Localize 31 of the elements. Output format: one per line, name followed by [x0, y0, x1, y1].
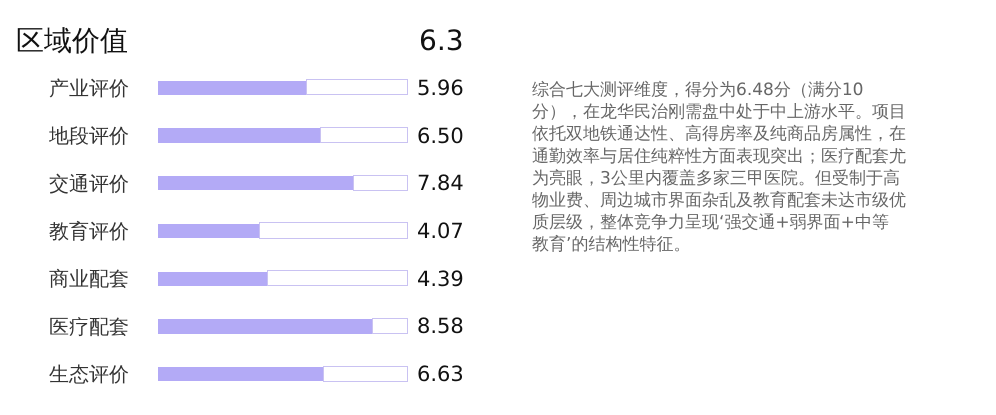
bar	[267, 270, 408, 286]
y-tick-label: 教育评价	[49, 219, 129, 243]
data-label: 8.58	[417, 314, 464, 338]
bar	[320, 127, 408, 143]
bar	[259, 222, 408, 239]
y-tick-label: 商业配套	[49, 266, 129, 291]
data-label: 5.96	[417, 76, 464, 100]
y-tick-label: 地段评价	[48, 124, 129, 148]
data-label: 7.84	[417, 171, 464, 195]
y-tick-label: 交通评价	[49, 171, 129, 196]
data-label: 6.50	[417, 124, 464, 148]
bar	[158, 224, 260, 238]
bar	[158, 81, 307, 95]
bar	[158, 272, 268, 286]
text: 6.3	[419, 24, 464, 57]
bar	[372, 318, 408, 334]
text: 综合七大测评维度，得分为6.48分（满分10分），在龙华民治刚需盘中处于中上游水平。项目依托双地铁通达性、高得房率及纯商品房属性，在通勤效率与居住纯粹性方面表现突出；医疗配套尤为亮眼，3公里内覆盖多家三甲医院。但受制于高物业费、周边城市界面杂乱及教育配套未达市级优质层级，整体竞争力呈现‘强交通+弱界面+中等教育’的结构性特征。	[532, 80, 906, 255]
y-tick-label: 生态评价	[49, 362, 129, 386]
y-tick-label: 医疗配套	[49, 314, 129, 338]
bar	[158, 176, 354, 190]
bar	[158, 319, 373, 334]
y-tick-label: 产业评价	[49, 76, 129, 100]
data-label: 4.39	[417, 267, 464, 291]
data-label: 4.07	[417, 219, 464, 243]
bar	[158, 367, 324, 381]
bar	[353, 175, 408, 191]
data-label: 6.63	[417, 362, 464, 386]
bar	[306, 79, 408, 95]
chart-title: 区域价值	[16, 24, 128, 57]
bar	[158, 128, 321, 143]
bar	[323, 366, 408, 382]
